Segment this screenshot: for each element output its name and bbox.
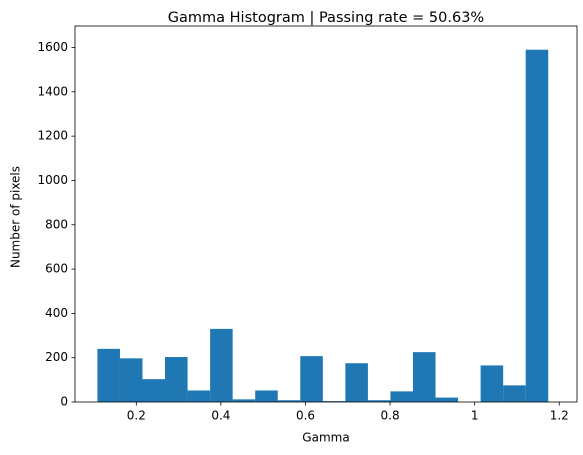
x-tick-label: 1 (471, 409, 479, 423)
x-tick-label: 1.2 (550, 409, 569, 423)
bar (435, 397, 459, 402)
x-axis-label: Gamma (302, 431, 349, 445)
y-tick-label: 600 (45, 262, 68, 276)
bar (232, 399, 256, 402)
bar (412, 352, 436, 402)
bar (97, 348, 120, 402)
bar (480, 365, 504, 402)
y-tick-label: 200 (45, 350, 68, 364)
bar (187, 390, 211, 402)
y-tick-label: 1200 (37, 129, 68, 143)
plot-frame (74, 25, 578, 403)
y-tick-label: 0 (60, 395, 68, 409)
bar (503, 385, 526, 402)
bar (210, 328, 233, 402)
bar (165, 357, 188, 402)
bar (390, 391, 413, 402)
y-tick-label: 1400 (37, 84, 68, 98)
y-tick-label: 400 (45, 306, 68, 320)
bar (525, 49, 549, 403)
bar (142, 379, 166, 402)
bar (277, 400, 301, 402)
y-tick-label: 800 (45, 217, 68, 231)
bar (367, 400, 391, 402)
bar (255, 390, 278, 402)
x-tick-label: 0.8 (381, 409, 400, 423)
y-axis-label: Number of pixels (9, 166, 23, 268)
bar (119, 358, 143, 402)
bar (322, 401, 346, 402)
y-tick-label: 1000 (37, 173, 68, 187)
x-tick-label: 0.4 (211, 409, 230, 423)
x-tick-label: 0.6 (296, 409, 315, 423)
bar (300, 356, 323, 402)
chart-title: Gamma Histogram | Passing rate = 50.63% (168, 10, 484, 26)
x-tick-label: 0.2 (127, 409, 146, 423)
bar (345, 363, 368, 402)
y-tick-label: 1600 (37, 40, 68, 54)
